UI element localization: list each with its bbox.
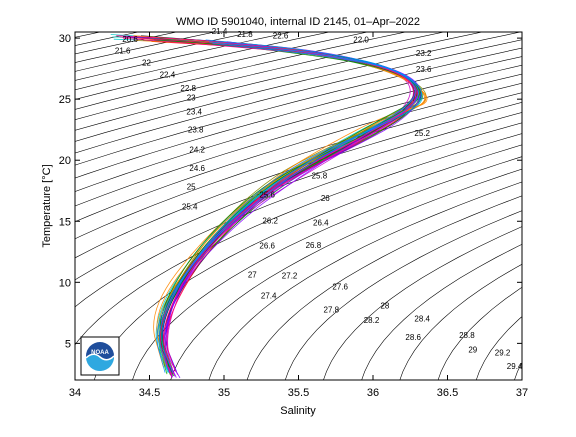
contour-label: 26.2	[262, 216, 278, 225]
contour-label: 21.8	[237, 30, 253, 39]
y-tick-label: 25	[59, 94, 71, 106]
contour-label: 26.4	[313, 218, 329, 227]
contour-label: 29	[468, 346, 477, 355]
y-tick-label: 20	[59, 155, 71, 167]
contour-label: 27.2	[282, 272, 298, 281]
chart-title: WMO ID 5901040, internal ID 2145, 01–Apr…	[176, 16, 420, 28]
svg-text:NOAA: NOAA	[91, 350, 109, 356]
contour-label: 29.4	[507, 362, 523, 371]
y-tick-label: 30	[59, 33, 71, 45]
noaa-logo: NOAA	[81, 337, 119, 375]
contour-label: 26.8	[306, 241, 322, 250]
y-tick-label: 15	[59, 216, 71, 228]
x-tick-label: 34.5	[139, 387, 160, 399]
plot-area	[75, 32, 522, 380]
contour-label: 22.6	[273, 31, 289, 40]
contour-label: 25.8	[312, 172, 328, 181]
y-axis-title: Temperature [°C]	[41, 164, 53, 247]
contour-label: 25.4	[182, 202, 198, 211]
contour-label: 23	[187, 93, 196, 102]
contour-label: 27	[248, 271, 257, 280]
contour-label: 25.2	[414, 129, 430, 138]
contour-label: 22	[142, 59, 151, 68]
contour-label: 25.6	[259, 191, 275, 200]
contour-label: 23.6	[416, 65, 432, 74]
y-tick-label: 5	[65, 338, 71, 350]
contour-label: 24.2	[189, 145, 205, 154]
contour-label: 25	[187, 182, 196, 191]
x-tick-label: 34	[69, 387, 81, 399]
x-tick-label: 37	[516, 387, 528, 399]
contour-label: 23.8	[188, 125, 204, 134]
isopycnal-line	[0, 19, 13, 393]
contour-label: 28.2	[364, 316, 380, 325]
contour-label: 22.8	[180, 84, 196, 93]
contour-label: 27.6	[332, 282, 348, 291]
contour-label: 22.4	[160, 71, 176, 80]
x-tick-label: 36	[367, 387, 379, 399]
x-tick-label: 36.5	[437, 387, 458, 399]
contour-label: 23.4	[186, 107, 202, 116]
y-tick-label: 10	[59, 277, 71, 289]
contour-label: 26	[321, 194, 330, 203]
contour-label: 27.8	[324, 305, 340, 314]
contour-label: 22.0	[353, 35, 369, 44]
contour-label: 28.6	[405, 333, 421, 342]
contour-label: 20.6	[122, 35, 138, 44]
x-tick-label: 35.5	[288, 387, 309, 399]
contour-label: 24.6	[189, 164, 205, 173]
contour-label: 27.4	[261, 292, 277, 301]
contour-label: 21.6	[115, 47, 131, 56]
x-tick-label: 35	[218, 387, 230, 399]
isopycnal-line	[550, 19, 576, 393]
contour-label: 29.2	[495, 349, 511, 358]
contour-label: 28	[380, 301, 389, 310]
contour-label: 26.6	[259, 241, 275, 250]
contour-label: 28.8	[459, 331, 475, 340]
contour-label: 23.2	[416, 49, 432, 58]
contour-label: 28.4	[414, 314, 430, 323]
x-axis-title: Salinity	[280, 405, 316, 417]
